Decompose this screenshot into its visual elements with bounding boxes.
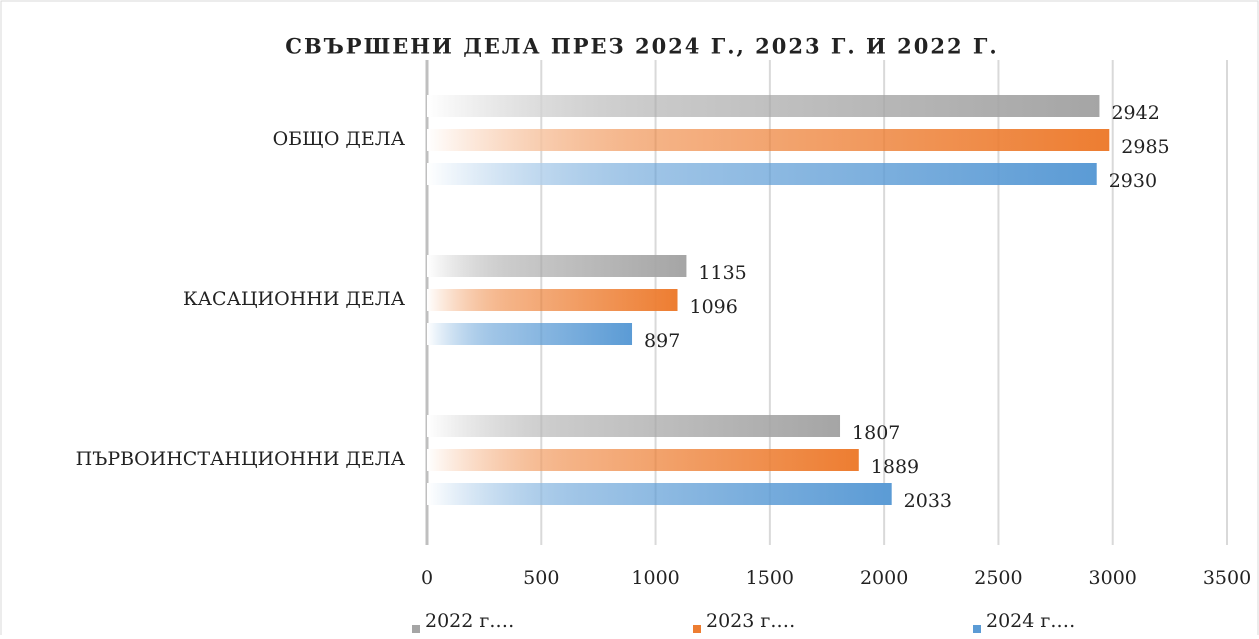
bar	[427, 163, 1097, 185]
value-label: 2985	[1121, 136, 1169, 158]
value-label: 1096	[690, 296, 738, 318]
value-label: 1807	[852, 422, 900, 444]
bar	[427, 255, 687, 277]
bar	[427, 323, 633, 345]
x-tick-label: 1500	[746, 567, 794, 589]
x-tick-label: 2500	[974, 567, 1022, 589]
chart-title: СВЪРШЕНИ ДЕЛА ПРЕЗ 2024 Г., 2023 Г. И 20…	[285, 34, 999, 59]
bar	[427, 483, 892, 505]
legend-swatch	[412, 625, 420, 633]
value-label: 897	[644, 330, 680, 352]
value-label: 2942	[1111, 102, 1159, 124]
value-label: 2033	[904, 490, 952, 512]
value-label: 1889	[871, 456, 919, 478]
bar	[427, 289, 678, 311]
legend-swatch	[693, 625, 701, 633]
bar	[427, 95, 1100, 117]
x-tick-label: 3000	[1089, 567, 1137, 589]
y-tick-label: КАСАЦИОННИ ДЕЛА	[183, 288, 406, 310]
y-tick-label: ОБЩО ДЕЛА	[273, 128, 406, 150]
y-tick-label: ПЪРВОИНСТАНЦИОННИ ДЕЛА	[76, 448, 406, 470]
value-label: 2930	[1109, 170, 1157, 192]
legend-label: 2023 г.…	[706, 610, 795, 632]
legend-label: 2022 г.…	[425, 610, 514, 632]
bar	[427, 129, 1110, 151]
bar	[427, 415, 841, 437]
bar	[427, 449, 859, 471]
legend-label: 2024 г.…	[986, 610, 1075, 632]
x-tick-label: 2000	[860, 567, 908, 589]
legend-swatch	[973, 625, 981, 633]
x-tick-label: 1000	[631, 567, 679, 589]
value-label: 1135	[698, 262, 746, 284]
x-tick-label: 3500	[1203, 567, 1251, 589]
x-tick-label: 0	[421, 567, 433, 589]
x-tick-label: 500	[523, 567, 559, 589]
